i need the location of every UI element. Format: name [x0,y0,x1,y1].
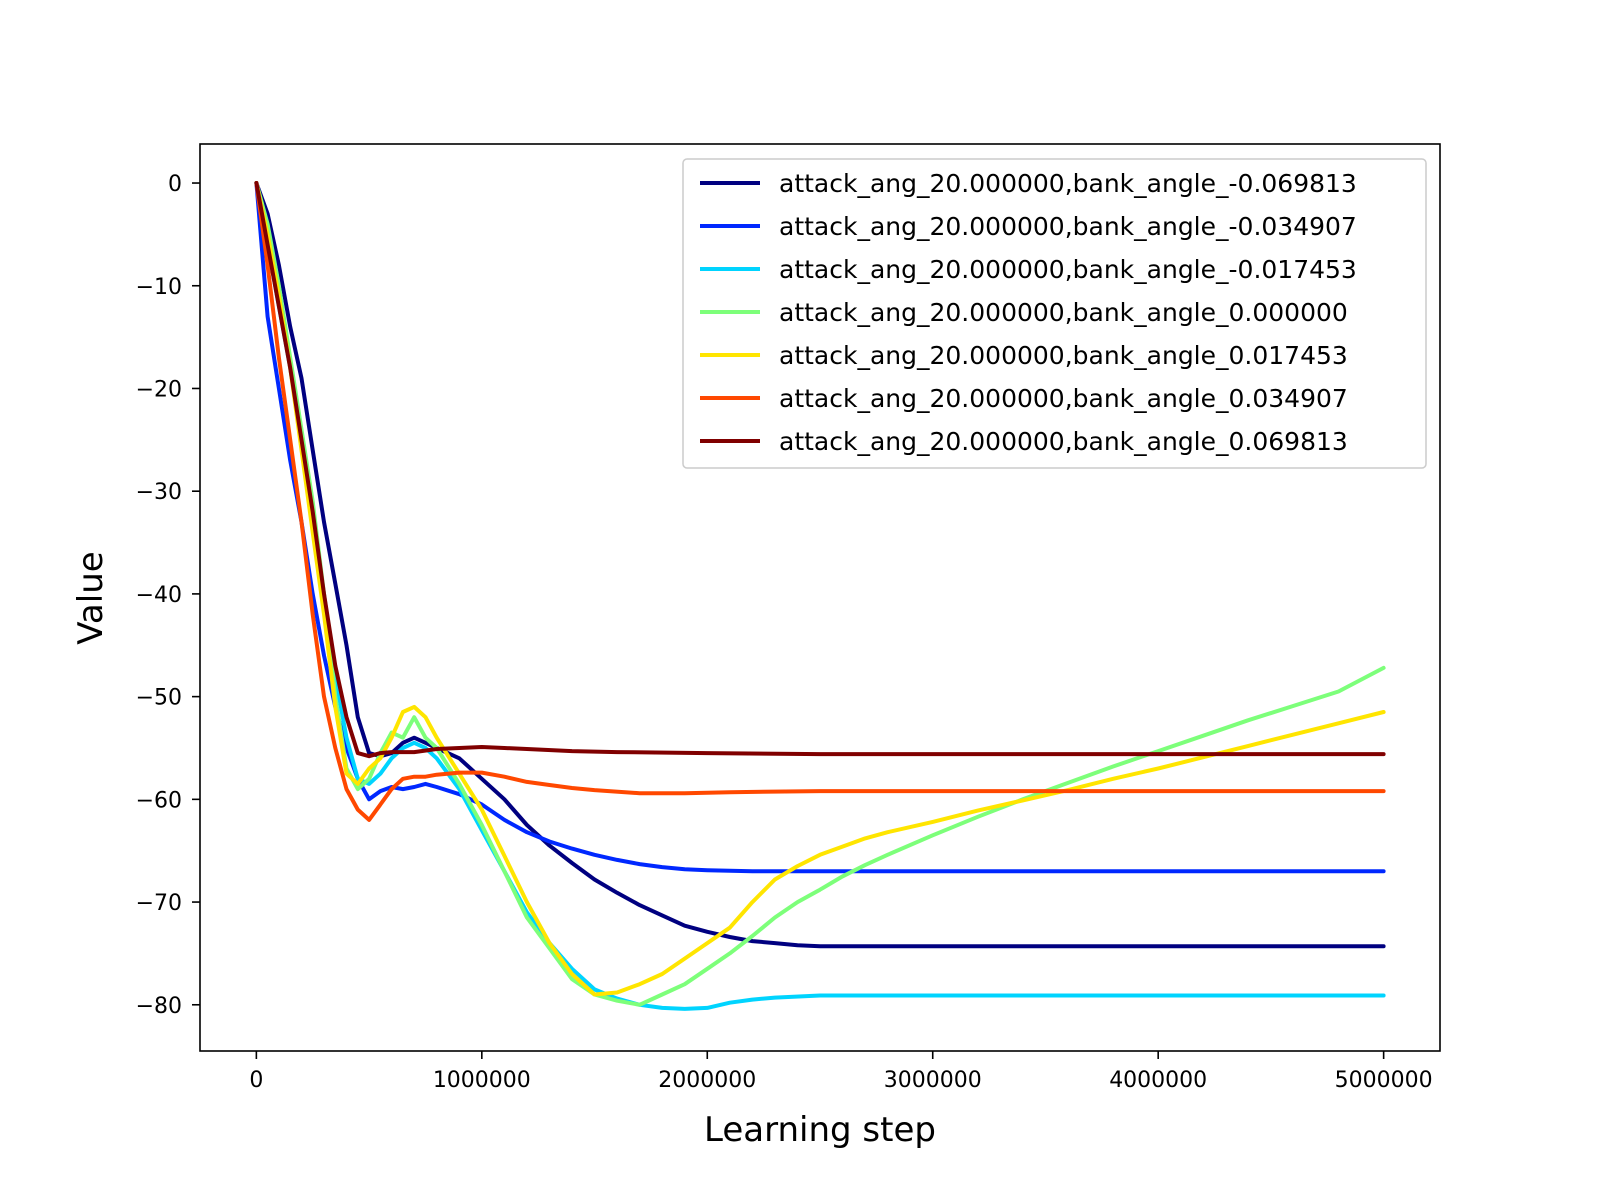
series-line-7 [254,181,1386,759]
legend-label-5: attack_ang_20.000000,bank_angle_0.017453 [779,341,1348,370]
y-tick-label: 0 [168,172,182,197]
y-tick-label: −10 [136,275,182,300]
y-tick-label: −70 [136,891,182,916]
x-axis-ticks: 0 1000000 2000000 3000000 4000000 5000000 [249,1051,1433,1093]
series-layer [254,181,1386,1011]
legend-entries: attack_ang_20.000000,bank_angle_-0.06981… [700,169,1357,456]
y-tick-label: −30 [136,480,182,505]
y-tick-label: −20 [136,377,182,402]
y-tick-label: −80 [136,994,182,1019]
x-tick-label: 0 [249,1068,263,1093]
y-tick-label: −50 [136,686,182,711]
series-line-2 [254,181,1386,874]
series-line-5 [254,181,1386,997]
x-axis-label: Learning step [704,1110,936,1150]
legend-box [682,158,1427,469]
plot-frame [199,143,1441,1052]
legend-label-4: attack_ang_20.000000,bank_angle_0.000000 [779,298,1348,327]
legend-label-7: attack_ang_20.000000,bank_angle_0.069813 [779,427,1348,456]
x-tick-label: 2000000 [658,1068,756,1093]
legend-label-1: attack_ang_20.000000,bank_angle_-0.06981… [779,169,1357,198]
y-axis-label: Value [71,551,111,644]
legend-label-2: attack_ang_20.000000,bank_angle_-0.03490… [779,212,1357,241]
series-line-6 [254,181,1386,822]
x-tick-label: 3000000 [884,1068,982,1093]
series-line-1 [254,181,1386,949]
legend-label-3: attack_ang_20.000000,bank_angle_-0.01745… [779,255,1357,284]
x-tick-label: 5000000 [1335,1068,1433,1093]
legend: attack_ang_20.000000,bank_angle_-0.06981… [682,158,1427,469]
legend-label-6: attack_ang_20.000000,bank_angle_0.034907 [779,384,1348,413]
y-tick-label: −40 [136,583,182,608]
x-tick-label: 4000000 [1109,1068,1207,1093]
y-axis-ticks: 0 −10 −20 −30 −40 −50 −60 −70 −80 [136,172,200,1019]
y-tick-label: −60 [136,788,182,813]
x-tick-label: 1000000 [433,1068,531,1093]
